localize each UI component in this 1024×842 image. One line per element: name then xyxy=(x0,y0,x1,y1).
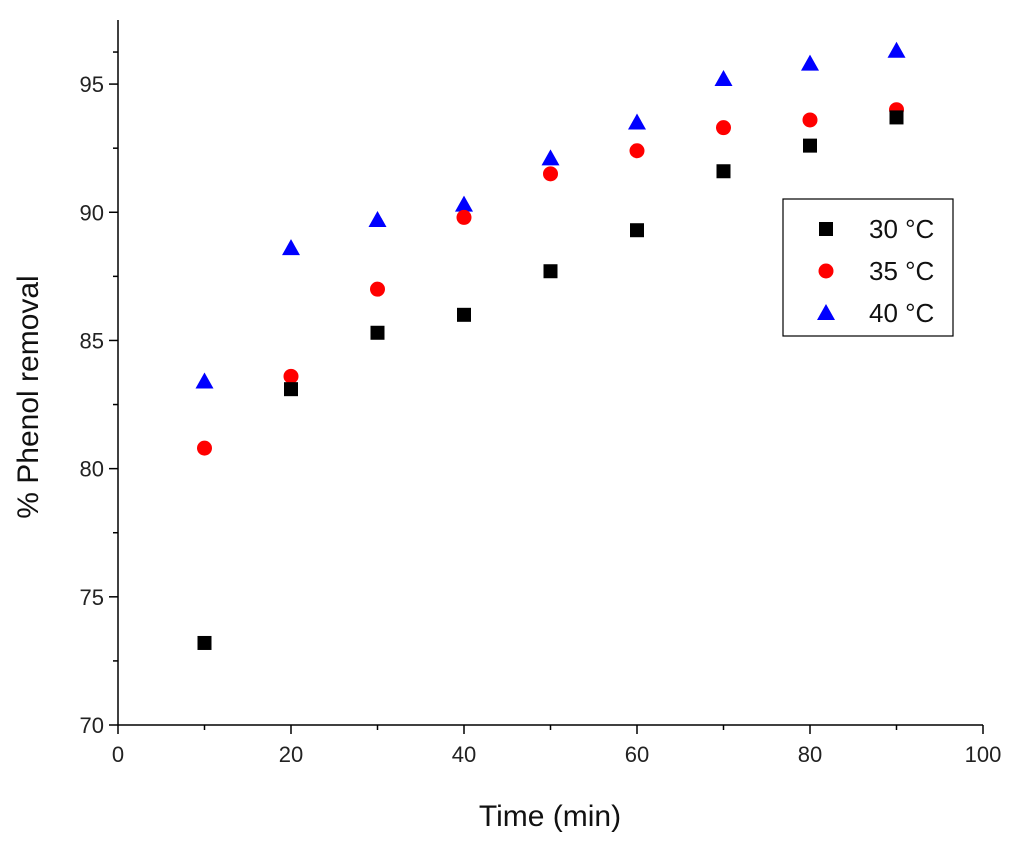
x-ticks: 0 20 40 60 80 100 xyxy=(112,725,1001,767)
point-square xyxy=(197,635,212,650)
point-square xyxy=(630,223,644,238)
y-tick-label: 85 xyxy=(80,328,104,353)
point-square xyxy=(889,110,904,125)
y-ticks: 70 75 80 85 90 95 xyxy=(80,51,118,738)
point-circle xyxy=(197,440,212,456)
data-points xyxy=(195,41,906,650)
point-triangle xyxy=(801,54,819,71)
y-tick-label: 70 xyxy=(80,713,104,738)
legend: 30 °C 35 °C 40 °C xyxy=(782,198,954,337)
y-tick-label: 75 xyxy=(80,585,104,610)
point-circle xyxy=(629,143,645,159)
x-tick-label: 60 xyxy=(625,742,649,767)
y-tick-label: 95 xyxy=(80,72,104,97)
x-tick-label: 0 xyxy=(112,742,124,767)
point-triangle xyxy=(628,113,646,130)
point-circle xyxy=(543,166,558,182)
legend-marker-circle xyxy=(818,263,834,279)
y-tick-label: 80 xyxy=(80,457,104,482)
legend-marker-triangle xyxy=(817,304,835,320)
legend-label: 40 °C xyxy=(869,298,934,328)
point-triangle xyxy=(541,149,560,166)
point-circle xyxy=(456,209,472,225)
point-circle xyxy=(283,368,299,384)
point-circle xyxy=(716,120,731,136)
point-square xyxy=(370,325,385,340)
point-circle xyxy=(802,112,818,128)
point-square xyxy=(803,138,817,153)
point-square xyxy=(716,164,731,179)
y-axis-title: % Phenol removal xyxy=(12,275,45,518)
legend-label: 35 °C xyxy=(869,256,934,286)
legend-box xyxy=(782,198,954,337)
x-tick-label: 40 xyxy=(452,742,476,767)
x-tick-label: 20 xyxy=(279,742,303,767)
x-tick-label: 100 xyxy=(965,742,1002,767)
x-tick-label: 80 xyxy=(798,742,822,767)
point-square xyxy=(457,307,471,322)
point-triangle xyxy=(455,195,473,212)
point-triangle xyxy=(195,372,214,389)
point-triangle xyxy=(282,239,300,256)
point-square xyxy=(284,382,298,397)
point-square xyxy=(543,264,558,279)
point-circle xyxy=(370,281,385,297)
point-triangle xyxy=(714,69,733,86)
point-triangle xyxy=(368,210,387,227)
legend-label: 30 °C xyxy=(869,214,934,244)
legend-marker-square xyxy=(819,222,833,236)
axes xyxy=(117,20,983,726)
y-tick-label: 90 xyxy=(80,200,104,225)
point-triangle xyxy=(887,41,906,58)
x-axis-title: Time (min) xyxy=(479,800,621,833)
